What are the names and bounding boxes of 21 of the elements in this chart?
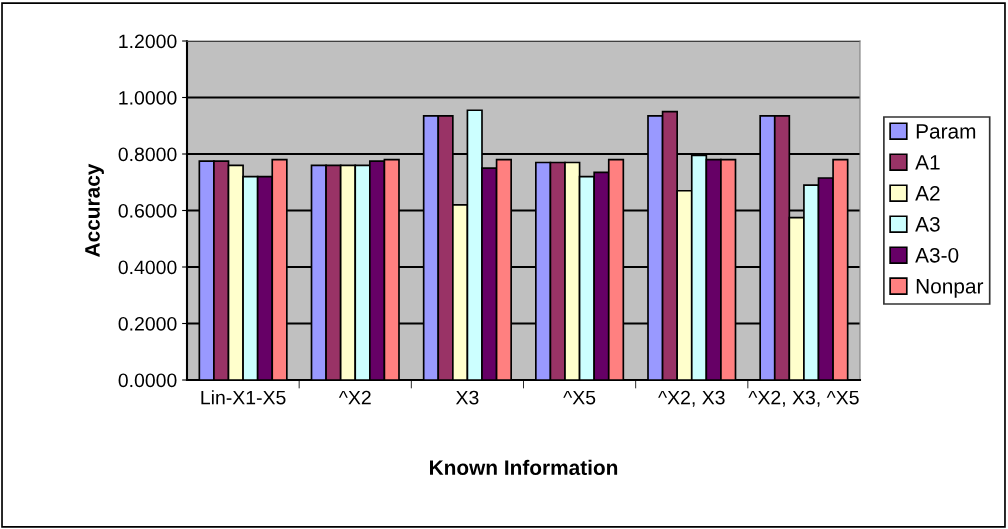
y-tick-label: 0.4000	[118, 260, 177, 275]
y-tick-label: 1.0000	[119, 90, 177, 105]
x-tick-label: ^X2	[338, 390, 371, 405]
y-tick-label: 0.8000	[118, 147, 177, 162]
y-tick-label: 0.2000	[118, 316, 177, 331]
legend-label: A3-0	[915, 247, 959, 263]
legend-label: A2	[915, 185, 940, 201]
x-axis-title: Known Information	[430, 459, 618, 476]
legend-label: A1	[915, 155, 940, 170]
x-tick-label: ^X2, X3	[658, 390, 725, 407]
legend-label: Param	[916, 124, 976, 139]
x-tick-label: X3	[455, 390, 479, 405]
y-tick-label: 1.2000	[119, 34, 177, 49]
x-tick-label: Lin-X1-X5	[201, 390, 286, 405]
y-tick-label: 0.0000	[118, 373, 177, 388]
legend-label: A3	[915, 216, 940, 232]
x-tick-label: ^X5	[563, 390, 596, 405]
y-tick-label: 0.6000	[118, 203, 177, 218]
legend-label: Nonpar	[916, 279, 984, 298]
y-axis-title: Accuracy	[85, 163, 104, 257]
x-tick-label: ^X2, X3, ^X5	[748, 390, 859, 407]
